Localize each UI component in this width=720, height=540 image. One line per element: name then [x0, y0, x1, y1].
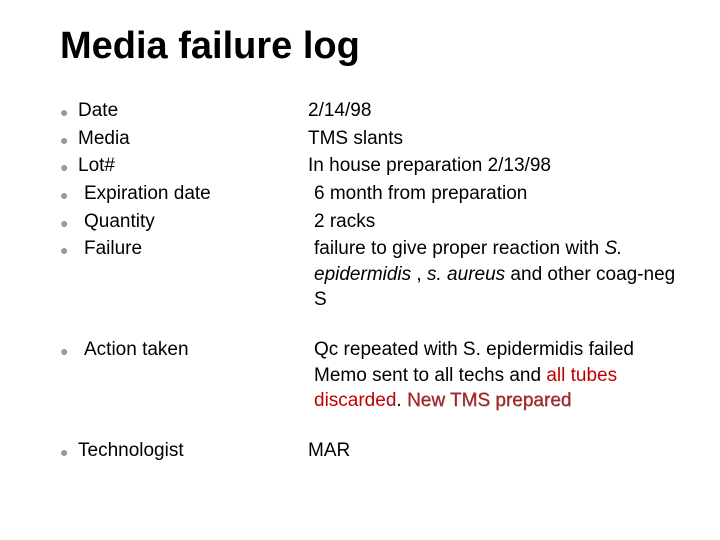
field-value: In house preparation 2/13/98	[308, 153, 690, 179]
bullet-icon: ●	[60, 337, 78, 361]
field-value: MAR	[308, 438, 690, 464]
list-item: ● Quantity 2 racks	[60, 209, 690, 235]
slide: Media failure log ● Date 2/14/98 ● Media…	[0, 0, 720, 540]
bullet-icon: ●	[60, 98, 78, 122]
list-item-failure: ● Failure failure to give proper reactio…	[60, 236, 690, 313]
text: Memo sent to all techs and	[314, 365, 546, 386]
list-item: ● Media TMS slants	[60, 126, 690, 152]
text: ,	[411, 264, 427, 285]
bullet-icon: ●	[60, 209, 78, 233]
list-item: ● Expiration date 6 month from preparati…	[60, 181, 690, 207]
field-value-failure: failure to give proper reaction with S. …	[314, 236, 690, 313]
action-line-1: Qc repeated with S. epidermidis failed	[314, 337, 680, 363]
list-item-action: ● Action taken Qc repeated with S. epide…	[60, 337, 690, 414]
highlight-text: New TMS prepared	[407, 390, 571, 411]
text: .	[396, 390, 407, 411]
slide-title: Media failure log	[60, 25, 690, 68]
list-item: ● Date 2/14/98	[60, 98, 690, 124]
field-value: 2 racks	[314, 209, 690, 235]
field-value: 2/14/98	[308, 98, 690, 124]
bullet-icon: ●	[60, 438, 78, 462]
field-label: Quantity	[78, 209, 314, 235]
field-label: Lot#	[78, 153, 308, 179]
organism: s. aureus	[427, 264, 505, 285]
field-label: Media	[78, 126, 308, 152]
bullet-icon: ●	[60, 153, 78, 177]
field-value: TMS slants	[308, 126, 690, 152]
field-label: Technologist	[78, 438, 308, 464]
field-value: 6 month from preparation	[314, 181, 690, 207]
field-label: Expiration date	[78, 181, 314, 207]
field-label: Action taken	[78, 337, 314, 363]
field-label: Date	[78, 98, 308, 124]
list-item-technologist: ● Technologist MAR	[60, 438, 690, 464]
bullet-icon: ●	[60, 181, 78, 205]
field-value-action: Qc repeated with S. epidermidis failed M…	[314, 337, 690, 414]
text: failure to give proper reaction with	[314, 238, 604, 259]
content-area: ● Date 2/14/98 ● Media TMS slants ● Lot#…	[60, 98, 690, 464]
action-line-2: Memo sent to all techs and all tubes dis…	[314, 363, 680, 414]
field-label: Failure	[78, 236, 314, 262]
bullet-icon: ●	[60, 126, 78, 150]
list-item: ● Lot# In house preparation 2/13/98	[60, 153, 690, 179]
bullet-icon: ●	[60, 236, 78, 260]
